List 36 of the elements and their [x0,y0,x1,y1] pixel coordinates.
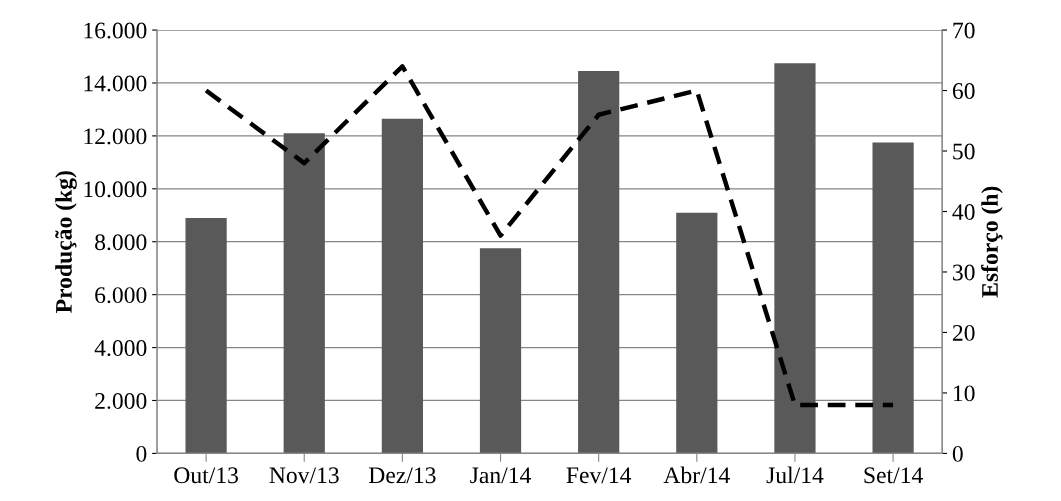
bar [283,133,325,454]
x-tick-label: Jan/14 [470,467,531,484]
y-tick-label: 4.000 [94,340,147,357]
y-tick-label: 14.000 [84,75,147,92]
x-tick-label: Dez/13 [368,467,436,484]
x-tick-label: Out/13 [174,467,238,484]
y2-tick-label: 0 [952,445,963,462]
y2-tick-label: 10 [953,385,975,402]
bar [774,63,816,454]
y-axis-title: Produção (kg) [55,171,77,313]
y2-tick-label: 20 [952,324,975,341]
x-tick-label: Set/14 [864,467,923,484]
bar [381,118,423,454]
line-series [203,64,896,408]
y2-tick-label: 40 [952,203,975,220]
bar [872,142,914,454]
x-tick-label: Abr/14 [663,466,730,484]
bar [185,217,227,454]
y-tick-label: 8.000 [95,234,147,251]
y2-tick-label: 30 [953,264,975,281]
bar [479,248,522,454]
y-tick-label: 12.000 [84,128,147,145]
y2-tick-label: 60 [952,83,975,99]
bar [578,71,620,454]
x-tick-label: Jul/14 [766,466,824,484]
y-tick-label: 2.000 [95,392,147,410]
x-tick-label: Nov/13 [269,467,339,484]
y-tick-label: 10.000 [84,181,147,198]
bar [676,212,718,454]
y-tick-label: 0 [136,445,147,462]
y-tick-label: 16.000 [84,22,147,39]
y2-tick-label: 70 [953,22,975,39]
y-tick-label: 6.000 [95,287,147,304]
x-tick-label: Fev/14 [566,467,632,484]
y2-axis-title: Esforço (h) [981,186,1003,298]
y2-tick-label: 50 [953,143,975,160]
